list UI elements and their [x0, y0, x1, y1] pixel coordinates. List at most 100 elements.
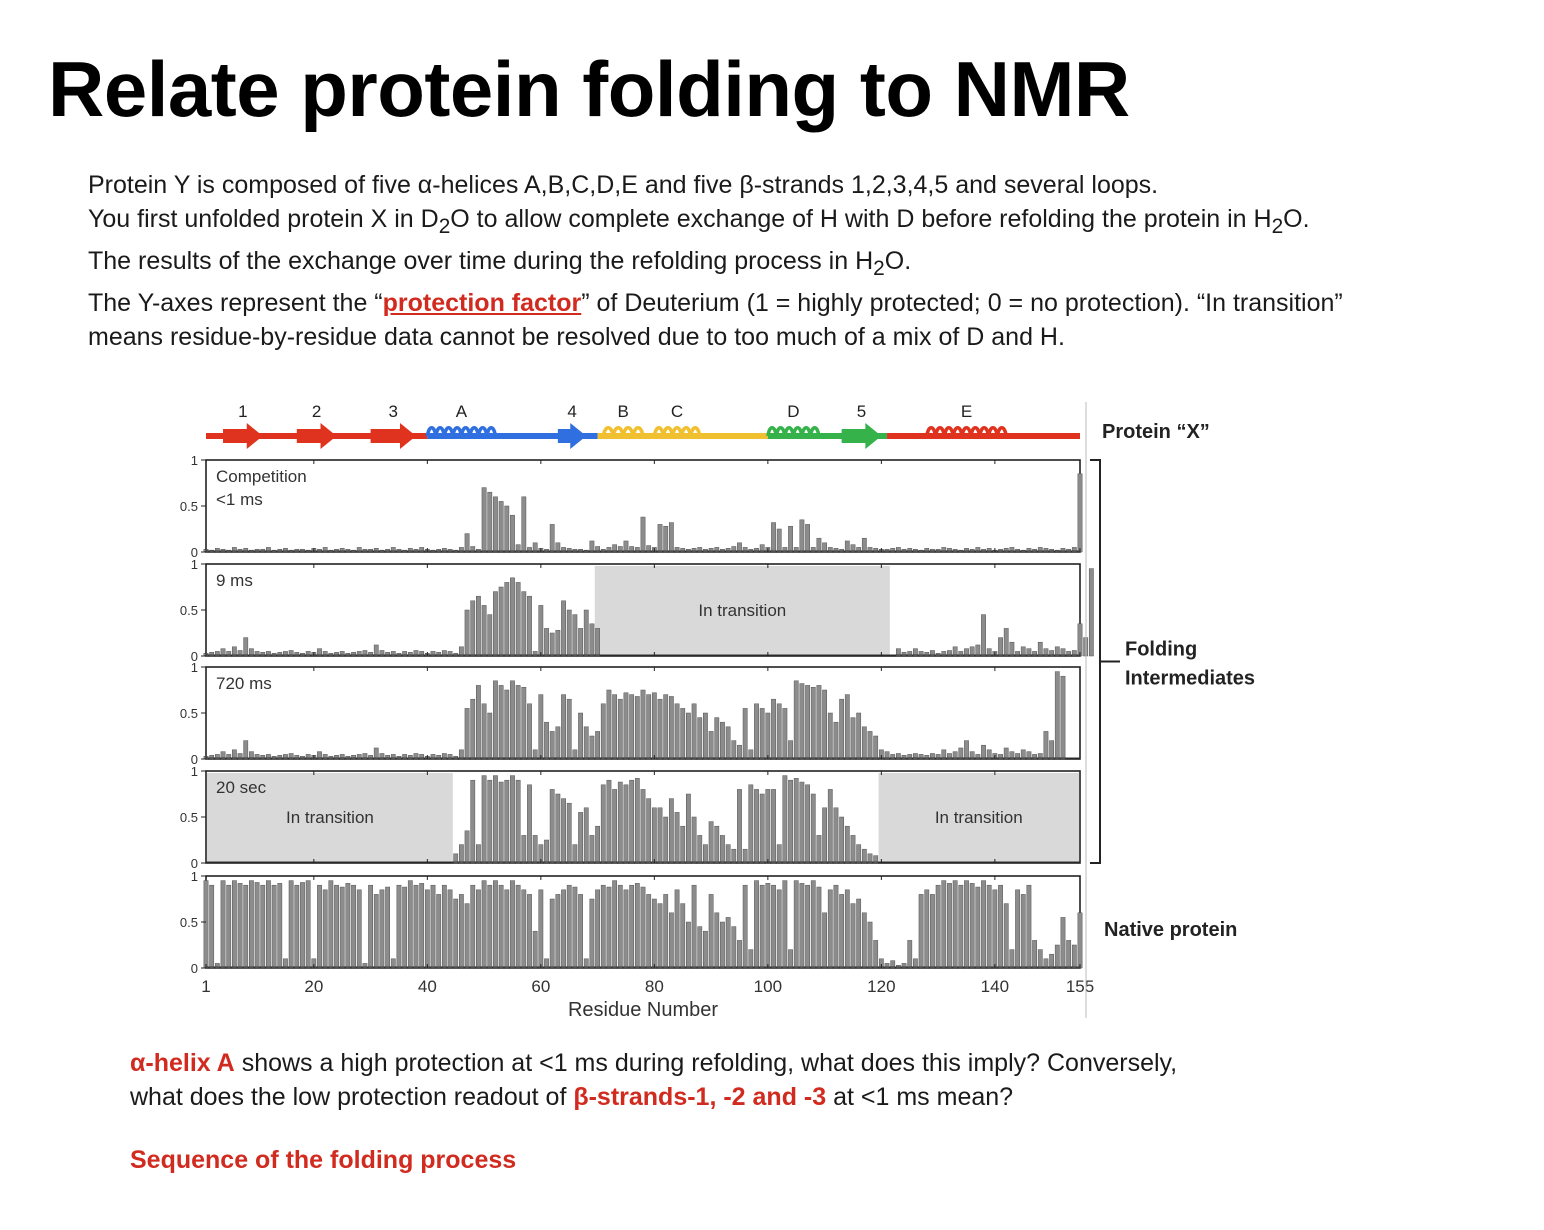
panel-label: 720 ms: [216, 674, 272, 693]
protection-bar: [317, 884, 322, 969]
protection-bar: [827, 789, 833, 864]
protection-bar: [714, 825, 720, 864]
protection-bar: [867, 921, 873, 969]
protection-bar: [231, 880, 237, 969]
y-tick-label: 0.5: [180, 706, 198, 721]
protection-bar: [1043, 648, 1049, 657]
protection-bar: [339, 651, 345, 657]
intro-line-3-part: The results of the exchange over time du…: [88, 247, 874, 275]
protection-bar: [464, 609, 470, 657]
protection-bar: [521, 686, 527, 760]
protection-bar: [322, 651, 328, 657]
protection-bar: [481, 703, 487, 760]
subscript: 2: [873, 257, 885, 280]
protection-bar: [833, 884, 839, 969]
protection-bar: [572, 886, 578, 969]
protection-bar: [646, 798, 652, 864]
protection-bar: [339, 548, 345, 553]
protection-bar: [561, 889, 566, 969]
protection-bar: [544, 839, 549, 864]
protection-bar: [214, 754, 220, 760]
beta-strands-highlight: β-strands-1, -2 and -3: [573, 1083, 827, 1111]
protection-bar: [493, 775, 498, 864]
protection-bar: [1077, 473, 1083, 553]
protection-bar: [975, 644, 981, 657]
protection-bar: [964, 880, 969, 969]
protection-bar: [890, 754, 896, 760]
protection-bar: [572, 844, 578, 864]
protection-bar: [334, 652, 339, 657]
protection-bar: [1015, 651, 1020, 657]
protection-bar: [510, 577, 515, 657]
protection-bar: [317, 648, 322, 657]
protection-bar: [515, 582, 521, 657]
protection-bar: [464, 903, 470, 969]
protection-bar: [589, 540, 595, 553]
intro-line-4-part: ” of Deuterium (1 = highly protected; 0 …: [581, 289, 1343, 317]
protection-bar: [379, 753, 385, 760]
folding-intermediates-label: Folding: [1125, 639, 1197, 661]
protection-bar: [436, 652, 442, 657]
protection-bar: [856, 712, 862, 760]
protection-bar: [782, 775, 788, 864]
sequence-heading: Sequence of the folding process: [130, 1146, 517, 1174]
question-line-2: what does the low protection readout of …: [130, 1080, 1510, 1114]
protection-bar: [708, 731, 714, 760]
protection-bar: [913, 958, 918, 969]
protection-factor-link[interactable]: protection factor: [382, 289, 582, 317]
protection-bar: [941, 547, 947, 553]
protection-bar: [419, 651, 425, 657]
protection-bar: [822, 689, 828, 760]
protection-bar: [527, 894, 532, 969]
protection-bar: [231, 547, 237, 553]
protection-bar: [1009, 641, 1015, 657]
protection-bar: [964, 740, 969, 760]
protection-bar: [521, 889, 527, 969]
protection-bar: [260, 884, 266, 969]
protection-bar: [1043, 958, 1049, 969]
protection-bar: [453, 853, 459, 864]
protection-bar: [612, 544, 618, 553]
protection-bar: [640, 789, 646, 864]
y-tick-label: 0: [191, 856, 198, 871]
protection-bar: [1049, 953, 1055, 969]
protection-bar: [555, 629, 561, 657]
protection-bar: [663, 525, 669, 553]
protection-bar: [561, 798, 566, 864]
protection-bar: [759, 884, 765, 969]
protection-bar: [1060, 648, 1066, 657]
protection-bar: [249, 880, 254, 969]
protection-bar: [1026, 548, 1032, 553]
protection-bar: [464, 533, 470, 553]
protection-bar: [555, 793, 561, 864]
topology-label: 3: [389, 402, 398, 421]
x-tick-label: 120: [867, 977, 895, 996]
protection-bar: [589, 835, 595, 864]
protection-bar: [1020, 749, 1026, 760]
protection-bar: [413, 884, 419, 969]
topology-label: C: [671, 402, 683, 421]
protection-bar: [476, 685, 481, 760]
protection-bar: [720, 721, 725, 760]
protection-bar: [867, 547, 873, 553]
protection-bar: [209, 652, 215, 657]
protection-bar: [441, 753, 447, 760]
y-tick-label: 0.5: [180, 810, 198, 825]
protection-bar: [827, 547, 833, 553]
protection-bar: [861, 726, 867, 760]
protection-bar: [612, 694, 618, 760]
protection-bar: [356, 651, 362, 657]
protection-bar: [339, 886, 345, 969]
protection-bar: [844, 694, 850, 760]
protection-bar: [385, 886, 391, 969]
subscript: 2: [438, 215, 451, 238]
protection-bar: [583, 609, 589, 657]
protection-bar: [788, 779, 793, 864]
protection-bar: [799, 883, 805, 969]
intro-text: Protein Y is composed of five α-helices …: [88, 168, 1528, 354]
protection-bar: [952, 751, 958, 760]
protection-bar: [924, 889, 930, 969]
protection-bar: [867, 853, 873, 864]
protection-bar: [538, 889, 544, 969]
protection-bar: [964, 648, 969, 657]
